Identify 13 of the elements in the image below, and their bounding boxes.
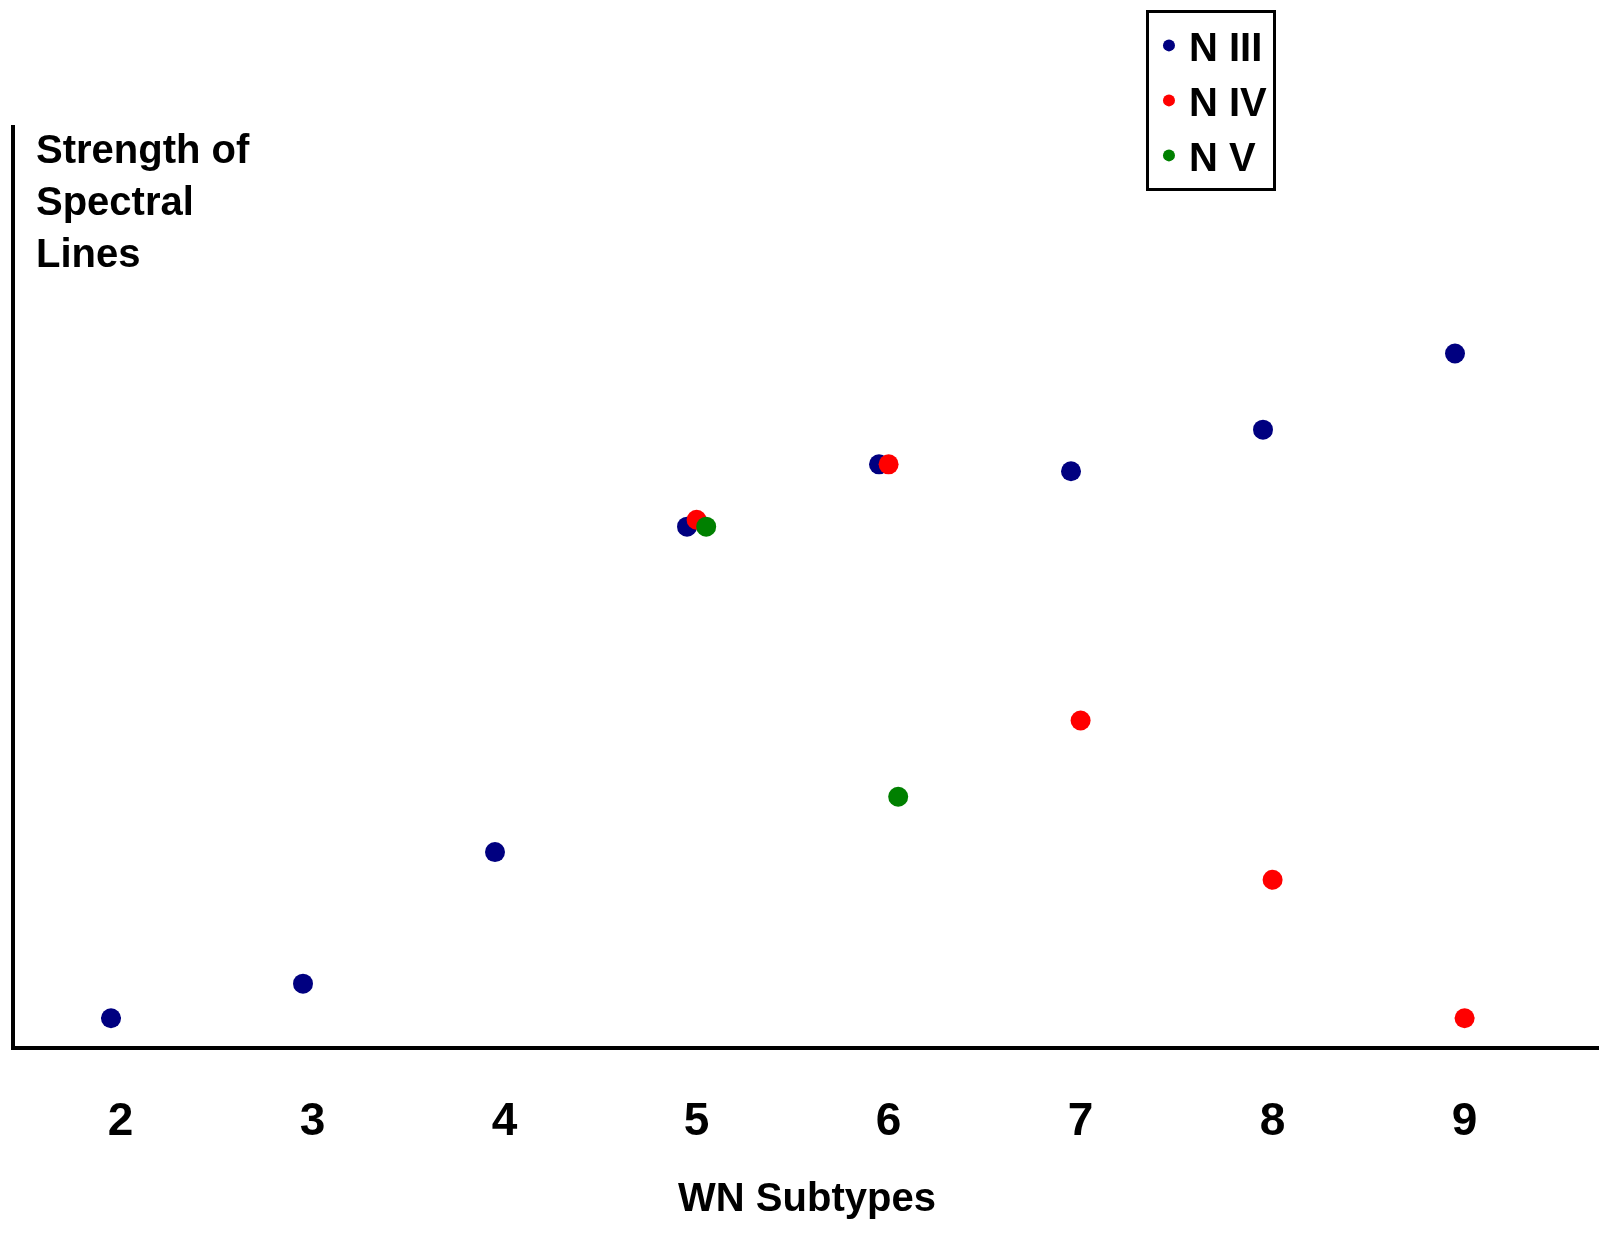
- x-tick-label: 9: [1451, 1093, 1478, 1146]
- legend-label: N III: [1188, 24, 1263, 69]
- y-axis-title: Strength of Spectral Lines: [36, 127, 250, 275]
- x-tick-label: 7: [1067, 1093, 1094, 1146]
- legend-label: N V: [1188, 134, 1256, 179]
- x-axis-title: WN Subtypes: [678, 1175, 936, 1220]
- x-tick-label: 3: [299, 1093, 326, 1146]
- x-tick-label: 8: [1259, 1093, 1286, 1146]
- x-tick-label: 4: [491, 1093, 518, 1146]
- legend-label: N IV: [1188, 79, 1268, 124]
- x-tick-label: 2: [107, 1093, 134, 1146]
- x-tick-label: 5: [683, 1093, 710, 1146]
- x-tick-label: 6: [875, 1093, 902, 1146]
